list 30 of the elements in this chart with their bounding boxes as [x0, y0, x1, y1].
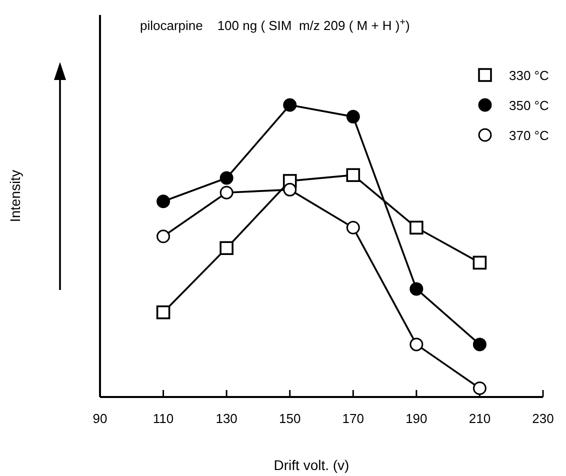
point	[220, 171, 234, 185]
y-axis-title: Intensity	[7, 170, 23, 222]
point	[346, 168, 360, 182]
x-tick-label: 230	[532, 411, 554, 426]
x-tick-label: 110	[152, 411, 174, 426]
x-tick-label: 130	[216, 411, 238, 426]
legend-label: 350 °C	[509, 98, 549, 113]
x-tick-label: 210	[468, 411, 491, 426]
point	[472, 338, 486, 352]
point	[220, 241, 234, 255]
point	[410, 338, 424, 352]
point	[220, 186, 234, 200]
point	[410, 282, 424, 296]
legend-label: 330 °C	[509, 68, 549, 83]
x-tick-label: 150	[279, 411, 301, 426]
point	[410, 220, 424, 235]
point	[472, 256, 487, 270]
point	[346, 110, 360, 124]
x-axis-title: Drift volt. (v)	[274, 457, 350, 473]
point	[283, 98, 297, 112]
point	[283, 182, 297, 196]
point	[156, 230, 170, 244]
point	[346, 220, 360, 234]
x-tick-label: 190	[406, 411, 428, 426]
chart-title: pilocarpine 100 ng ( SIM m/z 209 ( M + H )$^{+}$)	[140, 16, 410, 33]
point	[156, 194, 170, 208]
point	[156, 305, 170, 320]
x-tick-label: 90	[92, 411, 108, 426]
legend-label: 370 °C	[509, 128, 549, 143]
x-tick-label: 170	[342, 411, 364, 426]
